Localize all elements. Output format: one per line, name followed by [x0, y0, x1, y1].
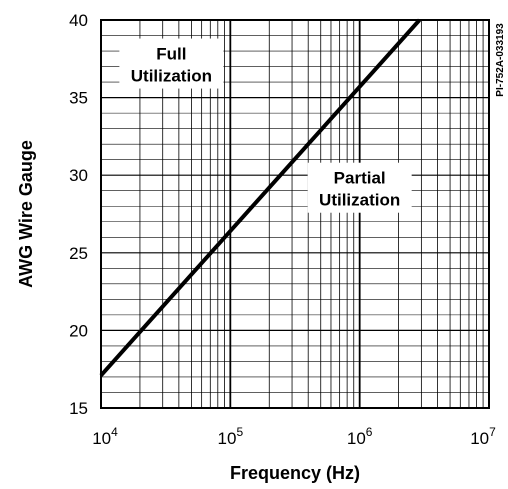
y-tick-label: 15 — [69, 399, 88, 418]
y-tick-label: 30 — [69, 166, 88, 185]
region-label-line2: Utilization — [131, 67, 212, 86]
region-label-line2: Utilization — [319, 191, 400, 210]
x-tick-label: 107 — [470, 425, 496, 448]
region-label-0: Full Utilization — [119, 38, 224, 89]
series-layer — [99, 18, 421, 377]
region-labels: Full Utilization Partial Utilization — [119, 38, 412, 213]
x-tick-labels: 104 105 106 107 — [92, 425, 496, 448]
x-tick-label: 105 — [218, 425, 244, 448]
x-tick-label: 104 — [92, 425, 118, 448]
y-tick-label: 40 — [69, 11, 88, 30]
y-tick-label: 35 — [69, 89, 88, 108]
y-tick-label: 20 — [69, 321, 88, 340]
region-label-line1: Full — [156, 45, 186, 64]
y-axis-label: AWG Wire Gauge — [16, 140, 36, 288]
region-label-line1: Partial — [334, 169, 386, 188]
figure-code-label: PI-752A-033193 — [495, 23, 506, 97]
y-tick-label: 25 — [69, 244, 88, 263]
series-line-0 — [99, 18, 421, 377]
x-axis-label: Frequency (Hz) — [230, 463, 360, 483]
region-label-backing — [119, 38, 224, 89]
x-tick-label: 106 — [347, 425, 373, 448]
y-tick-labels: 15 20 25 30 35 40 — [69, 11, 88, 418]
region-label-backing — [307, 162, 412, 213]
plot-frame — [100, 19, 490, 409]
region-label-1: Partial Utilization — [307, 162, 412, 213]
